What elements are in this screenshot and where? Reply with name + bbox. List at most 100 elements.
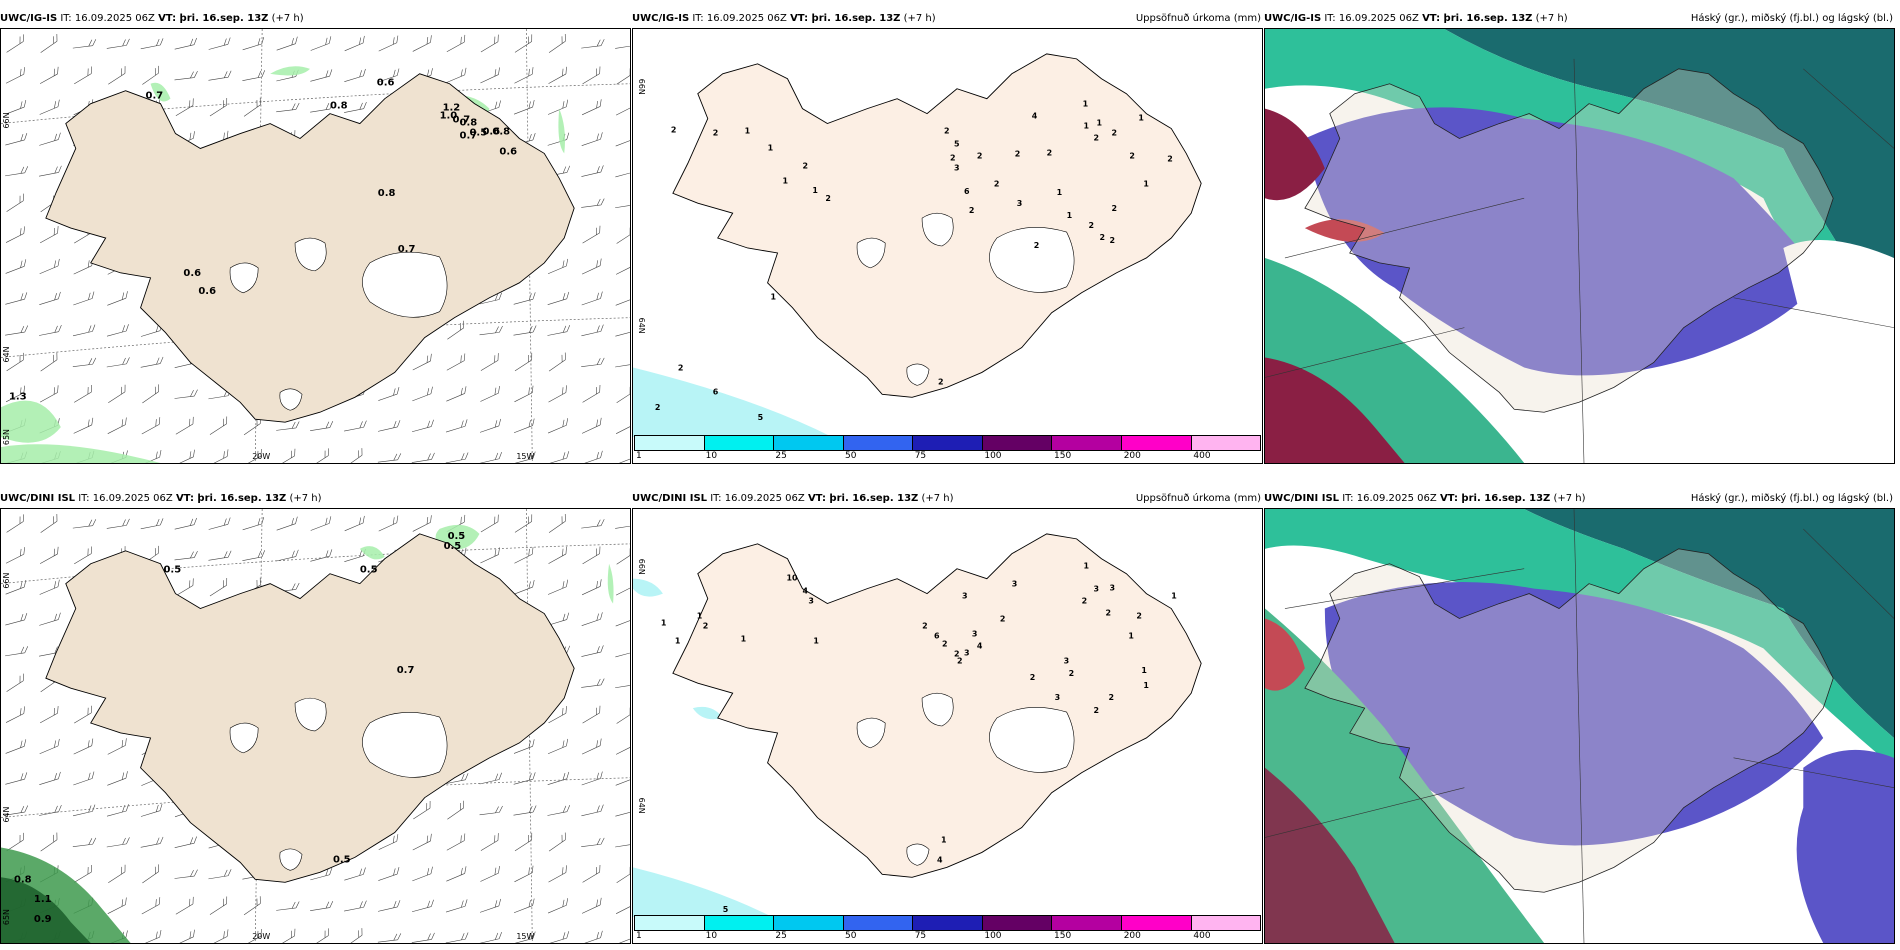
wind-barb (5, 613, 28, 626)
accum-label: 2 (922, 621, 928, 630)
accum-label: 2 (942, 639, 948, 648)
wind-barb (243, 449, 262, 463)
wind-barb (581, 771, 603, 786)
wind-barb (378, 867, 400, 881)
wind-barb (5, 99, 27, 115)
wind-barb (581, 738, 602, 755)
accum-label: 3 (1109, 584, 1115, 593)
wind-barb (547, 804, 571, 816)
lat-label: 66N (637, 79, 646, 95)
valid-time: VT: þri. 16.sep. 13Z (1422, 13, 1533, 24)
wind-barb (581, 678, 605, 688)
wind-barb (480, 514, 499, 533)
wind-barb (446, 386, 467, 402)
legend-tick: 400 (1193, 931, 1211, 941)
wind-barb (276, 516, 298, 531)
wind-barb (446, 67, 467, 83)
wind-barb (5, 805, 29, 816)
accum-label: 1 (661, 618, 667, 627)
wind-barb (547, 258, 569, 275)
accum-label: 1 (812, 186, 818, 195)
thick-cloud-area (1265, 767, 1395, 943)
wind-barb (615, 738, 630, 755)
wind-barb (445, 419, 468, 433)
wind-barb (547, 291, 570, 305)
wind-barb (39, 324, 62, 336)
wind-barb (5, 646, 29, 657)
wind-barb (582, 66, 601, 85)
panel-title: UWC/DINI ISL IT: 16.09.2025 06Z VT: þri.… (1264, 490, 1895, 508)
accum-label: 2 (1105, 609, 1111, 618)
accum-label: 1 (697, 612, 703, 621)
init-time: IT: 16.09.2025 06Z (1342, 493, 1437, 504)
wind-barb (480, 34, 499, 53)
wind-barb (581, 519, 605, 529)
lat-label: 65N (2, 909, 11, 925)
map-frame: 0.5 0.5 0.5 0.5 0.7 0.5 0.8 1.1 0.9 66N … (0, 508, 631, 944)
legend-swatch (704, 916, 775, 930)
wind-barb (5, 547, 25, 564)
wind-barb (513, 931, 536, 943)
precip-label: 0.7 (398, 244, 416, 255)
accum-label: 3 (1064, 656, 1070, 665)
valid-time: VT: þri. 16.sep. 13Z (158, 13, 269, 24)
wind-barb (73, 738, 94, 755)
wind-barb (107, 771, 128, 786)
axis-labels: 66N 64N (637, 79, 646, 334)
wind-barb (547, 324, 571, 336)
accum-label: 1 (1143, 179, 1149, 188)
wind-barb (615, 98, 630, 116)
wind-barb (107, 738, 127, 755)
wind-barb (74, 66, 92, 85)
wind-barb (242, 550, 266, 561)
wind-barb (39, 99, 60, 115)
accum-label: 2 (1094, 133, 1100, 142)
accum-label: 2 (825, 194, 831, 203)
wind-barb (73, 771, 95, 786)
wind-barb (581, 804, 604, 817)
accum-label: 3 (1094, 585, 1100, 594)
wind-barb (276, 421, 300, 431)
wind-barb (5, 67, 25, 84)
wind-barb (412, 35, 432, 52)
graticule (1265, 509, 1894, 943)
wind-barb (175, 98, 194, 117)
wind-barb (377, 453, 402, 463)
precip-label: 0.5 (448, 531, 466, 542)
accum-label: 1 (1083, 100, 1089, 109)
wind-barb (72, 39, 97, 49)
legend-tick: 10 (705, 451, 718, 461)
wind-barb (106, 38, 130, 49)
init-time: IT: 16.09.2025 06Z (692, 13, 787, 24)
wind-barb (106, 357, 130, 368)
wind-barb (445, 773, 469, 784)
precip-labels: 0.5 0.5 0.5 0.5 0.7 0.5 0.8 1.1 0.9 (14, 531, 465, 925)
legend-swatches (634, 915, 1261, 931)
wind-barb (6, 514, 24, 533)
wind-barb (6, 352, 24, 372)
map-frame (1264, 28, 1895, 464)
legend-swatch (635, 436, 705, 450)
wind-barb (39, 132, 61, 146)
panel-bottom-right: UWC/DINI ISL IT: 16.09.2025 06Z VT: þri.… (1264, 490, 1895, 944)
wind-barb (378, 515, 399, 532)
wind-barb (141, 930, 162, 943)
wind-barb (547, 99, 569, 115)
wind-barb (377, 420, 401, 432)
accum-label: 1 (1057, 188, 1063, 197)
legend-swatch (1191, 916, 1261, 930)
accum-label: 5 (723, 905, 729, 914)
legend-swatch (913, 436, 983, 450)
map-frame: 1 1 1 10 4 3 1 1 2 2 6 3 2 2 3 4 2 3 3 2 (632, 508, 1263, 944)
wind-barb (140, 38, 164, 50)
wind-barb (72, 837, 97, 847)
wind-barb (581, 930, 603, 943)
wind-barb (6, 34, 24, 53)
accum-label: 2 (802, 161, 808, 170)
wind-barb (548, 66, 567, 84)
lead-time: (+7 h) (271, 13, 304, 24)
wind-barb (547, 418, 569, 434)
accum-label: 1 (1084, 122, 1090, 131)
legend-tick: 200 (1123, 451, 1141, 461)
legend-swatches (634, 435, 1261, 451)
